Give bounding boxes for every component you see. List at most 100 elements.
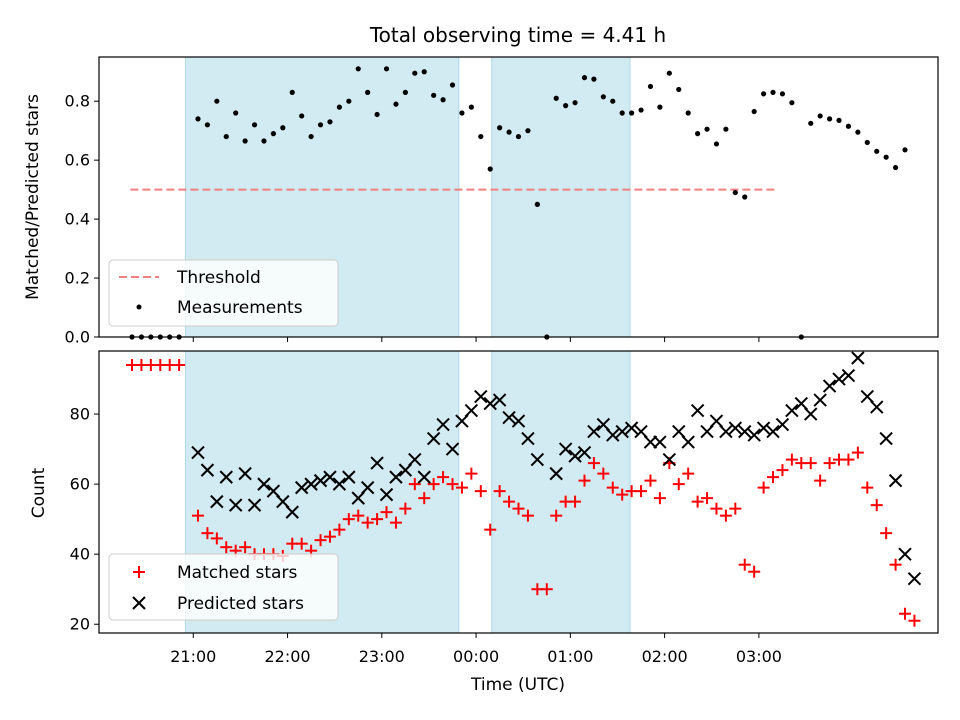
bottom-panel: 20 40 60 80 21:00 22:00 23:00 00:00 01:00 02:00 03…	[29, 350, 939, 695]
predicted-star-point-12	[304, 477, 318, 491]
bottom-legend-box	[108, 553, 339, 621]
measurement-point-16	[289, 89, 295, 95]
measurement-point-53	[638, 107, 644, 113]
measurement-point-61	[713, 141, 720, 147]
predicted-star-point-35	[521, 431, 535, 446]
predicted-star-point-69	[851, 351, 865, 365]
measurement-point-6	[195, 116, 201, 122]
matched-star-point-58	[682, 467, 695, 480]
measurement-point-66	[761, 91, 767, 97]
matched-star-point-67	[767, 471, 780, 484]
matched-star-point-22	[342, 513, 355, 526]
measurement-point-34	[459, 110, 465, 116]
predicted-star-point-20	[379, 487, 394, 502]
predicted-star-point-48	[653, 435, 667, 449]
measurement-point-14	[270, 131, 276, 137]
matched-star-point-60	[701, 492, 714, 505]
predicted-star-point-68	[841, 368, 856, 383]
predicted-star-point-61	[775, 417, 790, 432]
predicted-star-point-23	[408, 452, 422, 467]
measurement-point-52	[629, 110, 635, 116]
predicted-star-point-72	[879, 431, 893, 446]
measurement-point-48	[591, 76, 597, 82]
measurement-point-32	[440, 97, 446, 103]
predicted-star-point-10	[285, 505, 299, 519]
matched-star-point-47	[578, 474, 591, 487]
predicted-star-point-27	[445, 442, 460, 456]
x-axis-label: Time (UTC)	[470, 675, 565, 695]
measurement-point-17	[299, 113, 305, 119]
measurement-point-24	[365, 89, 371, 95]
measurement-point-76	[855, 129, 861, 135]
measurement-point-62	[723, 126, 729, 132]
matched-star-point-5	[173, 359, 186, 372]
bottom-y-axis-label: Count	[29, 467, 49, 518]
measurement-point-55	[657, 104, 663, 110]
measurement-point-19	[317, 122, 324, 128]
bottom-ytick-label-1: 40	[70, 545, 90, 564]
predicted-star-point-21	[389, 470, 403, 484]
measurement-point-7	[204, 122, 211, 128]
measurement-point-63	[732, 189, 738, 196]
predicted-star-point-40	[577, 445, 592, 460]
measurement-point-51	[619, 110, 625, 116]
matched-star-point-77	[861, 481, 874, 494]
matched-star-point-27	[389, 516, 402, 529]
measurement-point-58	[685, 110, 691, 116]
predicted-star-point-36	[530, 452, 545, 467]
matched-star-point-25	[371, 513, 384, 526]
xtick-label-0: 21:00	[170, 647, 216, 666]
matched-star-point-76	[851, 446, 864, 459]
matched-star-point-38	[493, 485, 506, 498]
top-y-axis-label: Matched/Predicted stars	[23, 94, 43, 300]
predicted-star-point-5	[238, 466, 252, 481]
predicted-star-point-15	[332, 477, 347, 491]
measurement-point-41	[525, 128, 531, 134]
top-shade-1	[491, 56, 631, 338]
measurement-point-29	[412, 70, 418, 76]
measurement-point-57	[676, 86, 682, 93]
measurement-point-23	[355, 66, 361, 72]
measurement-point-69	[789, 100, 795, 106]
matched-star-point-59	[691, 495, 704, 508]
predicted-star-point-4	[228, 498, 243, 512]
measurement-point-45	[563, 103, 569, 109]
measurement-point-10	[233, 110, 239, 116]
top-legend: Threshold Measurements	[108, 259, 339, 327]
matched-star-point-36	[474, 485, 487, 498]
measurement-point-22	[346, 98, 352, 104]
matched-star-point-50	[606, 481, 619, 494]
predicted-star-point-57	[738, 424, 752, 439]
matched-star-point-63	[729, 502, 742, 515]
matched-star-point-61	[710, 502, 723, 515]
matched-star-point-62	[719, 509, 732, 522]
predicted-star-point-29	[464, 403, 479, 418]
matched-star-point-35	[465, 467, 478, 480]
matched-star-point-8	[210, 532, 223, 545]
matched-star-point-75	[842, 453, 855, 466]
matched-star-point-7	[201, 527, 214, 540]
predicted-star-point-47	[643, 435, 658, 449]
measurement-point-26	[383, 66, 390, 72]
measurement-point-25	[374, 111, 380, 118]
measurement-point-77	[864, 139, 870, 146]
matched-star-point-69	[785, 453, 798, 466]
matched-star-point-65	[748, 565, 761, 578]
predicted-star-point-31	[483, 396, 497, 411]
measurement-point-60	[704, 126, 710, 132]
predicted-star-point-55	[719, 424, 733, 439]
predicted-star-point-58	[747, 428, 761, 442]
predicted-star-point-66	[822, 379, 837, 393]
matched-star-point-28	[399, 502, 412, 515]
predicted-star-point-14	[323, 470, 337, 484]
matched-star-point-6	[191, 509, 204, 522]
matched-star-point-73	[823, 457, 836, 470]
predicted-star-point-51	[681, 435, 695, 449]
predicted-star-point-2	[210, 494, 224, 509]
measurement-point-50	[610, 98, 616, 104]
measurement-point-33	[449, 82, 456, 88]
measurement-point-74	[836, 117, 842, 123]
matched-star-point-64	[738, 558, 751, 571]
predicted-star-point-74	[898, 547, 912, 561]
predicted-star-point-44	[615, 424, 629, 439]
